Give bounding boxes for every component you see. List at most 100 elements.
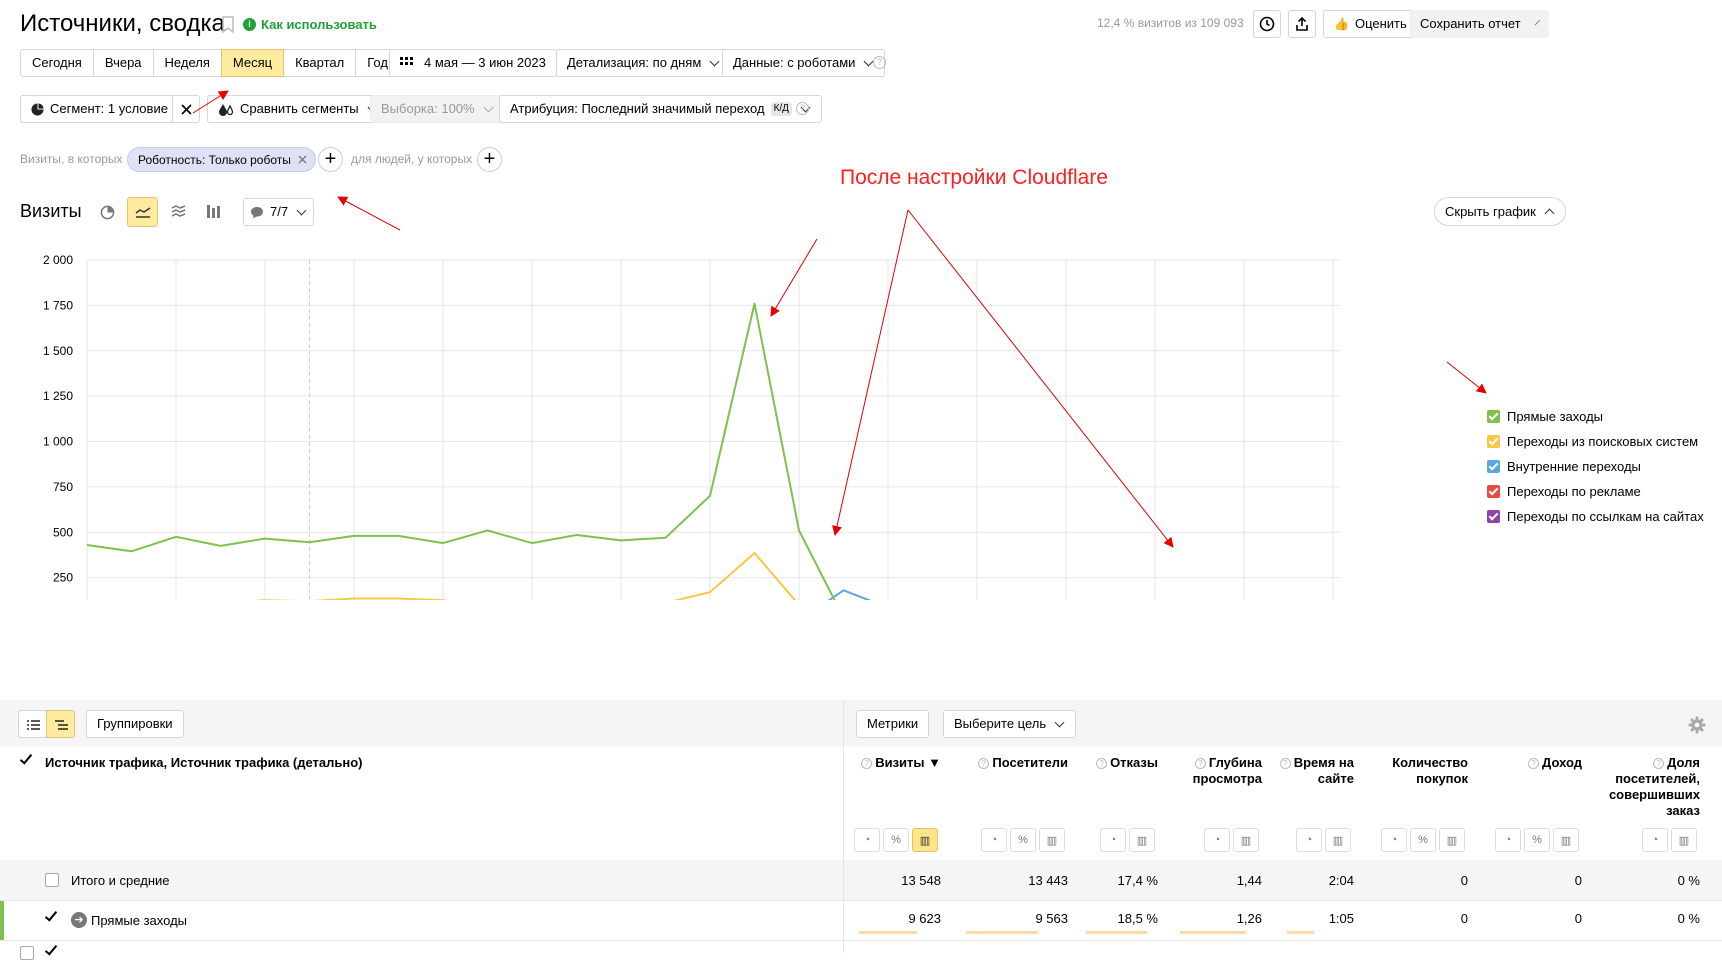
add-people-filter-button[interactable]: + bbox=[477, 147, 502, 172]
help-icon[interactable]: ? bbox=[978, 758, 990, 769]
bar-view-icon[interactable]: ▥ bbox=[1671, 828, 1697, 852]
bar-view-icon[interactable]: ▥ bbox=[1553, 828, 1579, 852]
add-filter-button[interactable]: + bbox=[318, 147, 343, 172]
legend-checkbox-icon bbox=[1487, 460, 1500, 473]
next-row-checkbox[interactable] bbox=[20, 946, 34, 960]
legend-item[interactable]: Переходы из поисковых систем bbox=[1487, 434, 1698, 449]
column-header-label: Глубина просмотра bbox=[1192, 755, 1262, 786]
row-checkbox[interactable] bbox=[45, 912, 59, 926]
column-header[interactable]: ? Глубина просмотра bbox=[1172, 755, 1262, 787]
bar-chart-icon[interactable] bbox=[206, 204, 221, 219]
legend-item[interactable]: Прямые заходы bbox=[1487, 409, 1603, 424]
detail-dropdown[interactable]: Детализация: по дням bbox=[556, 49, 732, 77]
column-header[interactable]: ? Визиты ▼ bbox=[851, 755, 941, 771]
row-cell: 9 623 bbox=[908, 911, 941, 926]
column-header[interactable]: ? Посетители bbox=[958, 755, 1068, 771]
close-icon bbox=[180, 103, 192, 115]
bar-view-icon[interactable]: ▥ bbox=[1439, 828, 1465, 852]
period-1-button[interactable]: Вчера bbox=[92, 49, 154, 77]
bar-view-icon[interactable]: ▥ bbox=[1039, 828, 1065, 852]
segment-dropdown[interactable]: Сегмент: 1 условие bbox=[20, 95, 198, 123]
close-icon[interactable] bbox=[298, 155, 307, 164]
bar-view-icon[interactable]: ▥ bbox=[1129, 828, 1155, 852]
pct-view-icon[interactable]: % bbox=[1524, 828, 1550, 852]
row-cell: 0 bbox=[1574, 911, 1582, 926]
series-line bbox=[86, 302, 836, 600]
filter-chip[interactable]: Роботность: Только роботы bbox=[127, 147, 316, 172]
bookmark-icon[interactable] bbox=[221, 16, 235, 34]
bar-view-icon[interactable]: ▥ bbox=[1325, 828, 1351, 852]
data-mode-dropdown[interactable]: Данные: с роботами bbox=[722, 49, 886, 77]
groupings-button[interactable]: Группировки bbox=[86, 710, 184, 738]
help-icon[interactable]: ? bbox=[1096, 758, 1108, 769]
totals-checkbox[interactable] bbox=[45, 873, 59, 887]
period-4-button[interactable]: Квартал bbox=[283, 49, 357, 77]
expand-icon[interactable]: ➔ bbox=[71, 912, 87, 928]
pct-view-icon[interactable]: % bbox=[1410, 828, 1436, 852]
tree-icon bbox=[55, 720, 68, 730]
period-3-button[interactable]: Месяц bbox=[220, 49, 285, 77]
pie-view-icon[interactable]: ◔ bbox=[1204, 828, 1230, 852]
bar-view-icon[interactable]: ▥ bbox=[912, 828, 938, 852]
hide-chart-button[interactable]: Скрыть график bbox=[1434, 197, 1566, 226]
dimension-checkbox[interactable] bbox=[20, 755, 34, 769]
column-header[interactable]: ? Время на сайте bbox=[1279, 755, 1354, 787]
compare-segments-dropdown[interactable]: Сравнить сегменты bbox=[207, 95, 389, 123]
help-icon[interactable]: ? bbox=[861, 758, 873, 769]
legend-item[interactable]: Внутренние переходы bbox=[1487, 459, 1641, 474]
help-icon[interactable]: ? bbox=[1653, 758, 1665, 769]
clear-segment-button[interactable] bbox=[172, 95, 200, 123]
metrics-button[interactable]: Метрики bbox=[856, 710, 930, 738]
notes-label: 7/7 bbox=[270, 204, 289, 219]
drops-icon bbox=[219, 103, 234, 116]
help-icon[interactable]: ? bbox=[873, 56, 886, 69]
pie-view-icon[interactable]: ◔ bbox=[1642, 828, 1668, 852]
history-button[interactable] bbox=[1253, 10, 1281, 38]
help-icon[interactable]: ? bbox=[1279, 758, 1291, 769]
period-0-button[interactable]: Сегодня bbox=[20, 49, 94, 77]
column-header-label: Количество покупок bbox=[1392, 755, 1468, 786]
pct-view-icon[interactable]: % bbox=[1010, 828, 1036, 852]
flat-view-button[interactable] bbox=[18, 710, 47, 738]
rate-button[interactable]: 👍 Оценить bbox=[1323, 10, 1418, 38]
column-header[interactable]: Количество покупок bbox=[1373, 755, 1468, 787]
goal-dropdown[interactable]: Выберите цель bbox=[943, 710, 1077, 738]
line-chart-icon bbox=[135, 207, 151, 218]
bar-view-icon[interactable]: ▥ bbox=[1233, 828, 1259, 852]
y-tick-label: 250 bbox=[53, 571, 73, 585]
settings-icon[interactable] bbox=[1688, 716, 1706, 734]
pie-view-icon[interactable]: ◔ bbox=[1296, 828, 1322, 852]
export-button[interactable] bbox=[1288, 10, 1316, 38]
pie-view-icon[interactable]: ◔ bbox=[1381, 828, 1407, 852]
legend-item[interactable]: Переходы по рекламе bbox=[1487, 484, 1641, 499]
date-range-button[interactable]: 4 мая — 3 июн 2023 bbox=[389, 49, 557, 77]
row-label[interactable]: Прямые заходы bbox=[91, 913, 188, 928]
area-chart-icon[interactable] bbox=[171, 205, 186, 219]
column-header[interactable]: ? Доход bbox=[1502, 755, 1582, 771]
help-icon[interactable]: ? bbox=[1194, 758, 1206, 769]
how-to-use-link[interactable]: i Как использовать bbox=[243, 17, 377, 32]
pie-view-icon[interactable]: ◔ bbox=[854, 828, 880, 852]
column-header[interactable]: ? Доля посетителей, совершивших заказ bbox=[1595, 755, 1700, 819]
help-icon[interactable]: ? bbox=[796, 102, 809, 115]
period-2-button[interactable]: Неделя bbox=[152, 49, 222, 77]
help-icon[interactable]: ? bbox=[1528, 758, 1540, 769]
hide-chart-label: Скрыть график bbox=[1445, 203, 1536, 219]
legend-item[interactable]: Переходы по ссылкам на сайтах bbox=[1487, 509, 1704, 524]
line-chart-button[interactable] bbox=[127, 197, 158, 227]
column-header[interactable]: ? Отказы bbox=[1078, 755, 1158, 771]
save-report-button[interactable]: Сохранить отчет bbox=[1409, 10, 1549, 38]
next-row-checkbox-2[interactable] bbox=[45, 946, 59, 960]
data-mode-label: Данные: с роботами bbox=[733, 55, 856, 70]
sample-dropdown[interactable]: Выборка: 100% bbox=[370, 95, 505, 123]
row-cell: 0 % bbox=[1677, 911, 1700, 926]
pie-view-icon[interactable]: ◔ bbox=[1100, 828, 1126, 852]
pie-chart-icon[interactable] bbox=[100, 205, 115, 220]
notes-dropdown[interactable]: 7/7 bbox=[243, 198, 315, 226]
totals-cell: 13 548 bbox=[901, 873, 941, 888]
tree-view-button[interactable] bbox=[46, 710, 75, 738]
pie-view-icon[interactable]: ◔ bbox=[1495, 828, 1521, 852]
pie-view-icon[interactable]: ◔ bbox=[981, 828, 1007, 852]
pct-view-icon[interactable]: % bbox=[883, 828, 909, 852]
attribution-dropdown[interactable]: Атрибуция: Последний значимый переход К/… bbox=[499, 95, 822, 123]
